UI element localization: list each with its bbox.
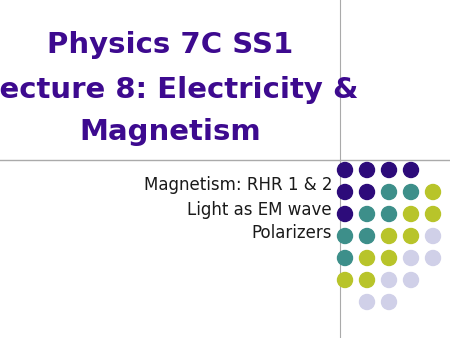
Circle shape <box>338 272 352 288</box>
Circle shape <box>338 163 352 177</box>
Circle shape <box>382 294 396 310</box>
Circle shape <box>338 185 352 199</box>
Circle shape <box>382 185 396 199</box>
Circle shape <box>338 228 352 243</box>
Text: Magnetism: Magnetism <box>79 118 261 146</box>
Text: Light as EM wave: Light as EM wave <box>187 201 332 219</box>
Circle shape <box>404 228 419 243</box>
Circle shape <box>382 163 396 177</box>
Circle shape <box>382 228 396 243</box>
Circle shape <box>426 185 441 199</box>
Circle shape <box>338 207 352 221</box>
Circle shape <box>338 250 352 266</box>
Text: Polarizers: Polarizers <box>252 224 332 242</box>
Circle shape <box>404 185 419 199</box>
Circle shape <box>382 272 396 288</box>
Circle shape <box>360 250 374 266</box>
Circle shape <box>360 228 374 243</box>
Circle shape <box>426 250 441 266</box>
Circle shape <box>382 207 396 221</box>
Circle shape <box>404 272 419 288</box>
Circle shape <box>426 207 441 221</box>
Circle shape <box>360 185 374 199</box>
Text: Lecture 8: Electricity &: Lecture 8: Electricity & <box>0 76 359 104</box>
Text: Physics 7C SS1: Physics 7C SS1 <box>47 31 293 59</box>
Circle shape <box>382 250 396 266</box>
Circle shape <box>360 294 374 310</box>
Text: Magnetism: RHR 1 & 2: Magnetism: RHR 1 & 2 <box>144 176 332 194</box>
Circle shape <box>426 228 441 243</box>
Circle shape <box>404 207 419 221</box>
Circle shape <box>360 163 374 177</box>
Circle shape <box>360 207 374 221</box>
Circle shape <box>404 250 419 266</box>
Circle shape <box>404 163 419 177</box>
Circle shape <box>360 272 374 288</box>
